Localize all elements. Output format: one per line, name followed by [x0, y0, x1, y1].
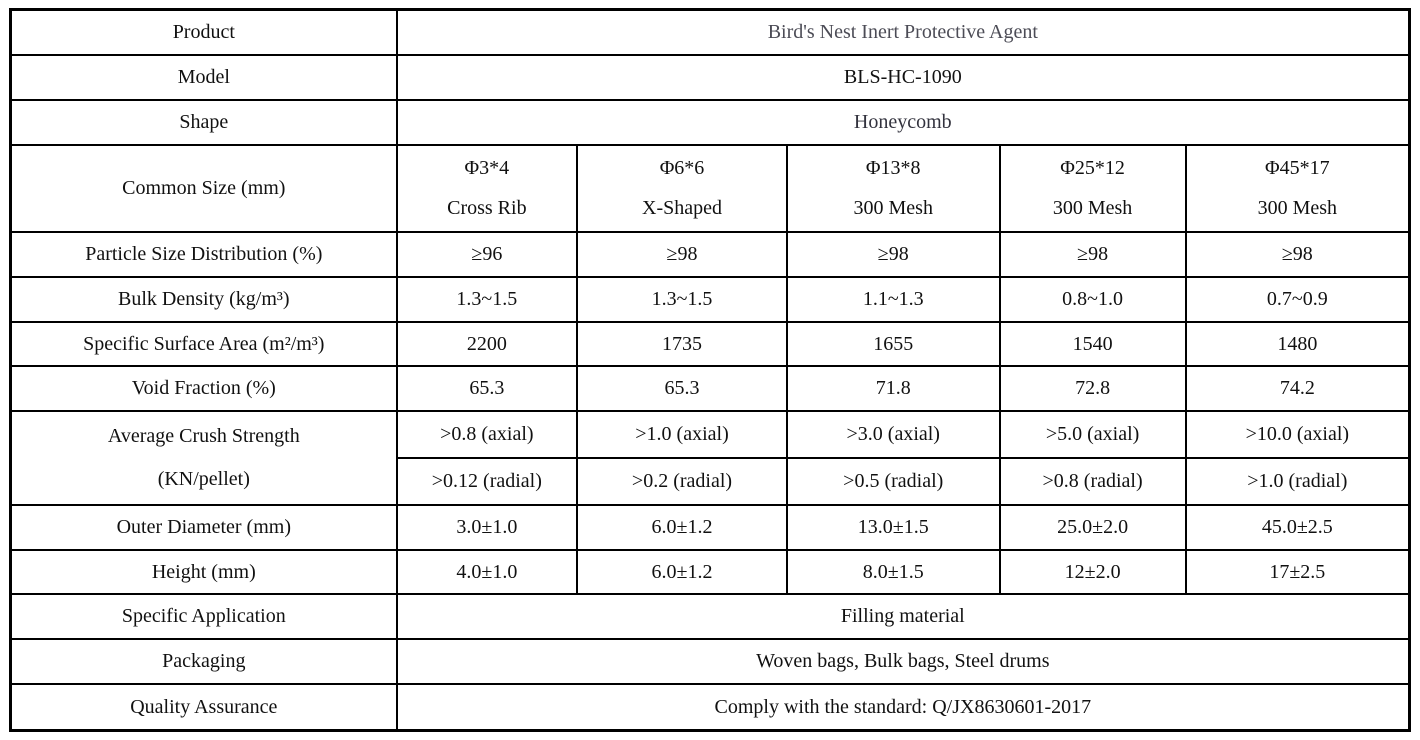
height-label: Height (mm)	[9, 549, 398, 595]
common-size-2-type: X-Shaped	[642, 196, 722, 219]
height-value-4: 12±2.0	[998, 549, 1187, 595]
crush-axial-value-4: >5.0 (axial)	[998, 410, 1187, 459]
bulk-density-value-2: 1.3~1.5	[576, 276, 788, 323]
quality-value: Comply with the standard: Q/JX8630601-20…	[395, 683, 1411, 732]
outer-diameter-label: Outer Diameter (mm)	[9, 504, 398, 551]
void-fraction-value-3: 71.8	[785, 365, 1001, 412]
outer-diameter-value-4: 25.0±2.0	[998, 504, 1187, 551]
common-size-cell-3: Φ13*8 300 Mesh	[785, 144, 1001, 233]
bulk-density-value-1: 1.3~1.5	[395, 276, 579, 323]
void-fraction-label: Void Fraction (%)	[9, 365, 398, 412]
product-value: Bird's Nest Inert Protective Agent	[395, 8, 1411, 56]
outer-diameter-value-1: 3.0±1.0	[395, 504, 579, 551]
model-label: Model	[9, 54, 398, 101]
crush-axial-value-3: >3.0 (axial)	[785, 410, 1001, 459]
surface-area-value-5: 1480	[1184, 321, 1411, 367]
particle-size-value-2: ≥98	[576, 231, 788, 278]
common-size-label: Common Size (mm)	[9, 144, 398, 233]
common-size-5-type: 300 Mesh	[1257, 196, 1338, 219]
height-value-3: 8.0±1.5	[785, 549, 1001, 595]
crush-radial-value-1: >0.12 (radial)	[395, 457, 579, 506]
model-value: BLS-HC-1090	[395, 54, 1411, 101]
height-value-1: 4.0±1.0	[395, 549, 579, 595]
row-common-size: Common Size (mm) Φ3*4 Cross Rib Φ6*6 X-S…	[9, 144, 1411, 233]
shape-value: Honeycomb	[395, 99, 1411, 146]
quality-label: Quality Assurance	[9, 683, 398, 732]
surface-area-value-1: 2200	[395, 321, 579, 367]
row-quality: Quality Assurance Comply with the standa…	[9, 683, 1411, 732]
particle-size-value-3: ≥98	[785, 231, 1001, 278]
row-particle-size: Particle Size Distribution (%) ≥96 ≥98 ≥…	[9, 231, 1411, 278]
row-height: Height (mm) 4.0±1.0 6.0±1.2 8.0±1.5 12±2…	[9, 549, 1411, 595]
bulk-density-value-5: 0.7~0.9	[1184, 276, 1411, 323]
height-value-2: 6.0±1.2	[576, 549, 788, 595]
crush-radial-value-3: >0.5 (radial)	[785, 457, 1001, 506]
surface-area-label: Specific Surface Area (m²/m³)	[9, 321, 398, 367]
surface-area-value-4: 1540	[998, 321, 1187, 367]
void-fraction-value-1: 65.3	[395, 365, 579, 412]
void-fraction-value-4: 72.8	[998, 365, 1187, 412]
bulk-density-value-4: 0.8~1.0	[998, 276, 1187, 323]
bulk-density-value-3: 1.1~1.3	[785, 276, 1001, 323]
outer-diameter-value-5: 45.0±2.5	[1184, 504, 1411, 551]
outer-diameter-value-3: 13.0±1.5	[785, 504, 1001, 551]
bulk-density-label: Bulk Density (kg/m³)	[9, 276, 398, 323]
common-size-cell-5: Φ45*17 300 Mesh	[1184, 144, 1411, 233]
common-size-cell-2: Φ6*6 X-Shaped	[576, 144, 788, 233]
void-fraction-value-5: 74.2	[1184, 365, 1411, 412]
height-value-5: 17±2.5	[1184, 549, 1411, 595]
shape-label: Shape	[9, 99, 398, 146]
common-size-4-type: 300 Mesh	[1052, 196, 1133, 219]
common-size-cell-1: Φ3*4 Cross Rib	[395, 144, 579, 233]
row-crush-axial: Average Crush Strength (KN/pellet) >0.8 …	[9, 410, 1411, 506]
common-size-1-type: Cross Rib	[447, 196, 527, 219]
row-shape: Shape Honeycomb	[9, 99, 1411, 146]
particle-size-label: Particle Size Distribution (%)	[9, 231, 398, 278]
common-size-4-size: Φ25*12	[1060, 157, 1125, 180]
crush-radial-value-2: >0.2 (radial)	[576, 457, 788, 506]
packaging-value: Woven bags, Bulk bags, Steel drums	[395, 638, 1411, 685]
row-product: Product Bird's Nest Inert Protective Age…	[9, 8, 1411, 56]
crush-strength-label-line1: Average Crush Strength	[107, 425, 300, 447]
common-size-3-type: 300 Mesh	[853, 196, 933, 219]
packaging-label: Packaging	[9, 638, 398, 685]
crush-strength-label: Average Crush Strength (KN/pellet)	[9, 410, 398, 506]
common-size-3-size: Φ13*8	[865, 157, 921, 180]
row-packaging: Packaging Woven bags, Bulk bags, Steel d…	[9, 638, 1411, 685]
particle-size-value-1: ≥96	[395, 231, 579, 278]
particle-size-value-4: ≥98	[998, 231, 1187, 278]
row-crush-radial: >0.12 (radial) >0.2 (radial) >0.5 (radia…	[11, 457, 1411, 506]
surface-area-value-3: 1655	[785, 321, 1001, 367]
crush-axial-value-1: >0.8 (axial)	[395, 410, 579, 459]
common-size-5-size: Φ45*17	[1265, 157, 1330, 180]
row-bulk-density: Bulk Density (kg/m³) 1.3~1.5 1.3~1.5 1.1…	[9, 276, 1411, 323]
row-model: Model BLS-HC-1090	[9, 54, 1411, 101]
crush-strength-label-line2: (KN/pellet)	[157, 468, 250, 490]
product-spec-table: Product Bird's Nest Inert Protective Age…	[9, 8, 1411, 732]
crush-axial-value-2: >1.0 (axial)	[576, 410, 788, 459]
common-size-1-size: Φ3*4	[464, 157, 510, 180]
row-void-fraction: Void Fraction (%) 65.3 65.3 71.8 72.8 74…	[9, 365, 1411, 412]
common-size-2-size: Φ6*6	[659, 157, 705, 180]
product-label: Product	[9, 8, 398, 56]
surface-area-value-2: 1735	[576, 321, 788, 367]
application-label: Specific Application	[9, 593, 398, 640]
row-surface-area: Specific Surface Area (m²/m³) 2200 1735 …	[9, 321, 1411, 367]
crush-radial-value-5: >1.0 (radial)	[1184, 457, 1411, 506]
crush-radial-value-4: >0.8 (radial)	[998, 457, 1187, 506]
common-size-cell-4: Φ25*12 300 Mesh	[998, 144, 1187, 233]
row-application: Specific Application Filling material	[9, 593, 1411, 640]
outer-diameter-value-2: 6.0±1.2	[576, 504, 788, 551]
void-fraction-value-2: 65.3	[576, 365, 788, 412]
application-value: Filling material	[395, 593, 1411, 640]
row-outer-diameter: Outer Diameter (mm) 3.0±1.0 6.0±1.2 13.0…	[9, 504, 1411, 551]
particle-size-value-5: ≥98	[1184, 231, 1411, 278]
crush-axial-value-5: >10.0 (axial)	[1184, 410, 1411, 459]
